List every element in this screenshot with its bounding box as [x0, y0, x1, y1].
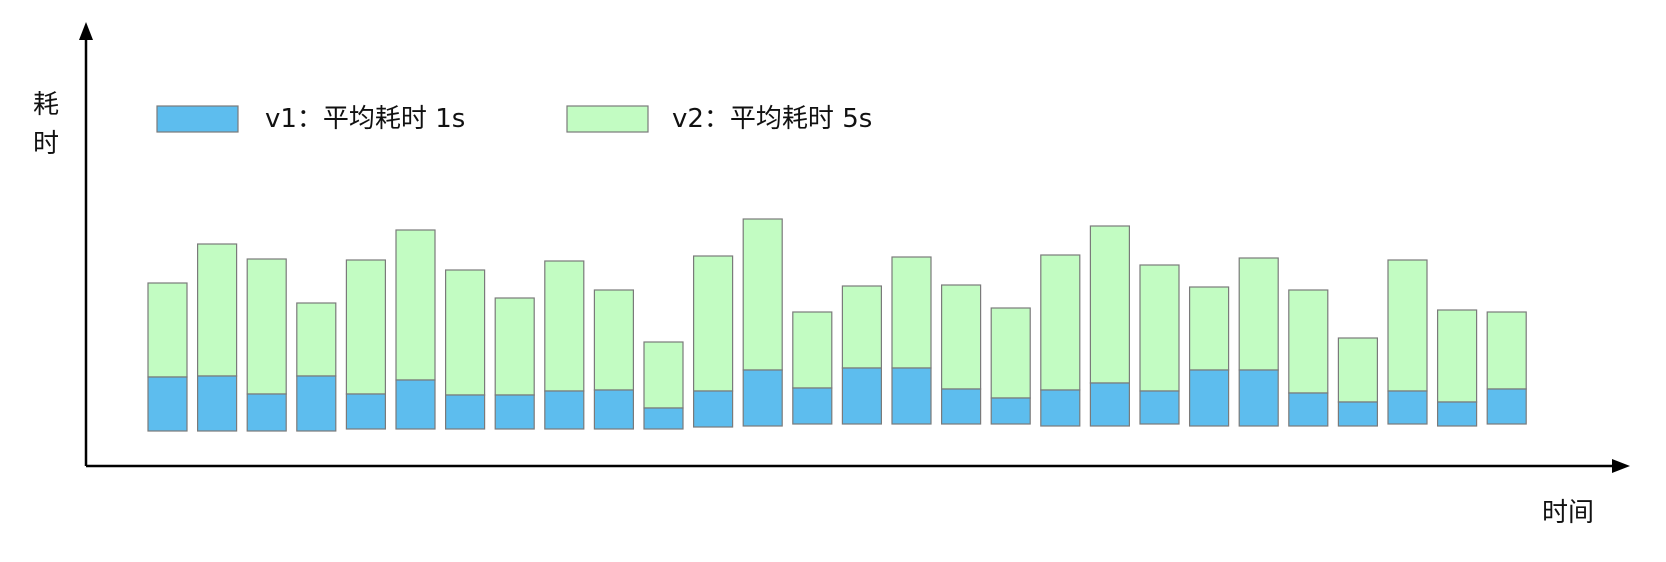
bar-v1-segment	[197, 375, 238, 432]
bar-v2-segment	[296, 302, 337, 377]
bar-v2-segment	[1040, 254, 1081, 391]
legend: v1：平均耗时 1s v2：平均耗时 5s	[156, 104, 872, 134]
bar-v1-segment	[1337, 401, 1379, 427]
bar-v2-segment	[1436, 309, 1478, 403]
x-axis-arrow-icon	[1612, 459, 1630, 473]
bar-v2-segment	[841, 285, 883, 369]
bar-v1-segment	[990, 397, 1031, 425]
x-axis-label: 时间	[1542, 498, 1594, 528]
bar-v2-segment	[1486, 311, 1527, 390]
bar-v2-segment	[1188, 286, 1230, 371]
bar-v1-segment	[147, 376, 188, 432]
bar-v1-segment	[1040, 389, 1081, 427]
legend-label-v2: v2：平均耗时 5s	[672, 104, 872, 134]
y-axis-label-char-2: 时	[33, 129, 59, 159]
bar-v2-segment	[792, 311, 833, 389]
bar-v2-segment	[593, 289, 635, 391]
bar-v2-segment	[246, 258, 287, 395]
bar-v2-segment	[345, 259, 386, 395]
bar-v1-segment	[643, 407, 684, 430]
legend-swatch-v2	[566, 105, 649, 133]
bars-group	[147, 218, 1527, 432]
bar-v2-segment	[742, 218, 783, 371]
bar-v2-segment	[147, 282, 188, 378]
legend-label-v1: v1：平均耗时 1s	[265, 104, 465, 134]
bar-v1-segment	[692, 390, 734, 428]
bar-v1-segment	[1139, 390, 1180, 425]
bar-v1-segment	[792, 387, 833, 425]
bar-v1-segment	[494, 394, 535, 430]
bar-v2-segment	[197, 243, 238, 377]
bar-v1-segment	[593, 389, 635, 430]
bar-v2-segment	[1238, 257, 1279, 371]
bar-v2-segment	[692, 255, 734, 392]
bar-v1-segment	[891, 367, 932, 425]
bar-v1-segment	[1288, 392, 1329, 427]
bar-v1-segment	[1486, 388, 1527, 425]
y-axis-label-char-1: 耗	[33, 90, 59, 120]
bar-v1-segment	[940, 388, 982, 425]
bar-v1-segment	[841, 367, 883, 425]
y-axis-arrow-icon	[79, 22, 93, 40]
bar-v1-segment	[1387, 390, 1428, 425]
bar-v1-segment	[395, 379, 436, 430]
bar-v1-segment	[544, 390, 585, 430]
bar-v2-segment	[1288, 289, 1329, 394]
bar-v1-segment	[1188, 369, 1230, 427]
bar-v1-segment	[742, 369, 783, 427]
bar-v2-segment	[445, 269, 486, 396]
bar-v2-segment	[990, 307, 1031, 399]
bar-v2-segment	[1387, 259, 1428, 392]
bar-v1-segment	[246, 393, 287, 432]
bar-v2-segment	[1337, 337, 1379, 403]
bar-v1-segment	[1089, 382, 1131, 427]
legend-swatch-v1	[156, 105, 239, 133]
bar-v2-segment	[494, 297, 535, 396]
bar-v2-segment	[643, 341, 684, 409]
bar-v2-segment	[1139, 264, 1180, 392]
bar-v1-segment	[445, 394, 486, 430]
bar-v2-segment	[1089, 225, 1131, 384]
bar-v1-segment	[296, 375, 337, 432]
bar-v2-segment	[891, 256, 932, 369]
bar-v2-segment	[544, 260, 585, 392]
bar-v2-segment	[395, 229, 436, 381]
bar-v1-segment	[345, 393, 386, 430]
bar-v2-segment	[940, 284, 982, 390]
bar-v1-segment	[1238, 369, 1279, 427]
bar-v1-segment	[1436, 401, 1478, 427]
